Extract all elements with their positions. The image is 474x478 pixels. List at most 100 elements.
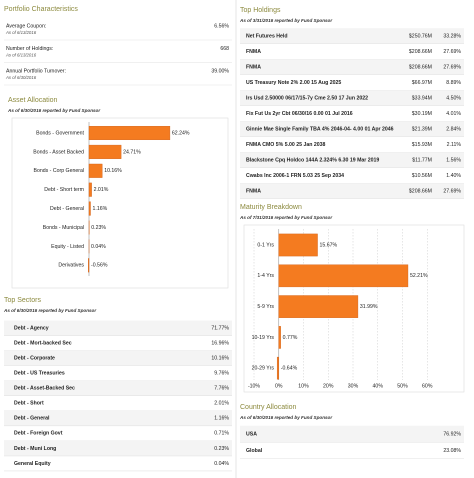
row-stripe [4, 320, 232, 336]
row-value: 668 [220, 46, 229, 52]
category-label: 10-19 Yrs [252, 335, 275, 341]
row-value: 0.71% [214, 431, 229, 437]
row-value: $208.66M [409, 49, 432, 55]
row-date: As of 6/13/2016 [5, 30, 37, 35]
value-label: -0.64% [281, 366, 298, 372]
value-label: 0.04% [91, 244, 106, 250]
row-stripe [4, 380, 232, 396]
row-label: Debt - US Treasuries [14, 371, 65, 377]
row-value: $33.94M [412, 95, 432, 101]
row-value: 2.11% [447, 142, 462, 148]
row-label: General Equity [14, 461, 51, 467]
value-label: 52.21% [410, 273, 428, 279]
row-value: $10.56M [412, 173, 432, 179]
row-value: 2.01% [214, 401, 229, 407]
row-date: As of 6/30/2016 [5, 75, 37, 80]
category-label: Debt - General [50, 206, 84, 212]
row-label: Ginnie Mae Single Family TBA 4% 2046-04-… [246, 126, 394, 132]
row-stripe [4, 440, 232, 456]
value-label: 2.01% [94, 187, 109, 193]
row-value: 39.00% [211, 68, 229, 74]
row-value: $208.66M [409, 64, 432, 70]
row-label: Cwabs Inc 2006-1 FRN 5.03 25 Sep 2034 [246, 173, 344, 179]
value-label: 31.99% [360, 304, 378, 310]
bar [278, 233, 318, 257]
category-label: Debt - Short term [44, 187, 84, 193]
section-title: Country Allocation [240, 404, 297, 411]
row-value: 33.28% [443, 33, 461, 39]
row-label: Average Coupon: [6, 23, 46, 29]
row-value: 76.92% [443, 431, 461, 437]
row-value: 27.69% [443, 188, 461, 194]
x-tick-label: 50% [397, 383, 408, 389]
row-label: USA [246, 431, 257, 437]
row-label: FNMA [246, 49, 261, 55]
section-title: Top Holdings [240, 7, 281, 14]
section-title: Top Sectors [4, 297, 41, 304]
row-value: 1.16% [214, 416, 229, 422]
row-label: Global [246, 448, 263, 454]
row-value: $21.39M [412, 126, 432, 132]
category-label: Bonds - Corp General [34, 168, 84, 174]
row-value: $15.93M [412, 142, 432, 148]
value-label: 10.16% [104, 168, 122, 174]
bar [88, 144, 122, 159]
row-label: Fix Fut Us 2yr Cbt 06/30/16 0.00 01 Jul … [246, 111, 353, 117]
chart-frame [11, 117, 229, 289]
row-label: FNMA [246, 188, 261, 194]
x-tick-label: 40% [373, 383, 384, 389]
category-label: Bonds - Asset Backed [33, 149, 84, 155]
row-stripe [240, 183, 464, 199]
section-subtitle: As of 6/30/2016 reported by Fund Sponsor [239, 415, 332, 420]
bar [88, 125, 171, 141]
row-value: $30.19M [412, 111, 432, 117]
value-label: 0.77% [283, 335, 298, 341]
section-title: Portfolio Characteristics [4, 6, 78, 13]
section-subtitle: As of 6/30/2016 reported by Fund Sponsor [7, 108, 100, 113]
row-stripe [240, 28, 464, 44]
row-stripe [240, 121, 464, 137]
value-label: 24.71% [123, 149, 141, 155]
category-label: 1-4 Yrs [257, 273, 274, 279]
row-value: $66.97M [412, 80, 432, 86]
bar [276, 356, 279, 380]
category-label: Bonds - Government [36, 130, 84, 136]
row-value: 16.96% [211, 340, 229, 346]
value-label: 15.67% [320, 242, 338, 248]
row-stripe [4, 350, 232, 366]
section-subtitle: As of 6/30/2016 reported by Fund Sponsor [3, 308, 96, 313]
category-label: Bonds - Municipal [43, 225, 84, 231]
row-value: 10.16% [211, 355, 229, 361]
row-value: 8.89% [446, 80, 461, 86]
bar [278, 264, 409, 288]
value-label: 1.16% [93, 206, 108, 212]
row-value: 7.76% [214, 386, 229, 392]
row-label: Debt - Foreign Govt [14, 431, 63, 437]
row-value: 0.23% [214, 446, 229, 452]
section-title: Maturity Breakdown [240, 204, 302, 211]
row-value: 27.69% [443, 64, 461, 70]
row-stripe [240, 59, 464, 75]
category-label: Equity - Listed [51, 244, 84, 250]
row-stripe [240, 90, 464, 106]
row-value: 0.04% [214, 461, 229, 467]
row-stripe [240, 425, 464, 443]
row-value: 71.77% [211, 325, 229, 331]
bar [88, 258, 90, 273]
bar [278, 295, 359, 318]
x-tick-label: 60% [422, 383, 433, 389]
row-stripe [240, 152, 464, 168]
value-label: 62.24% [172, 130, 190, 136]
bar [88, 201, 91, 216]
category-label: 5-9 Yrs [257, 304, 274, 310]
row-label: Debt - General [14, 416, 50, 422]
row-value: 27.69% [443, 49, 461, 55]
row-label: FNMA CMO 5% 5.00 25 Jan 2038 [246, 142, 325, 148]
row-value: $250.76M [409, 33, 432, 39]
bar [88, 163, 103, 178]
section-subtitle: As of 3/31/2016 reported by Fund Sponsor [239, 18, 332, 23]
row-label: Debt - Short [14, 401, 44, 407]
x-tick-label: -10% [248, 383, 260, 389]
row-value: 4.01% [446, 111, 461, 117]
